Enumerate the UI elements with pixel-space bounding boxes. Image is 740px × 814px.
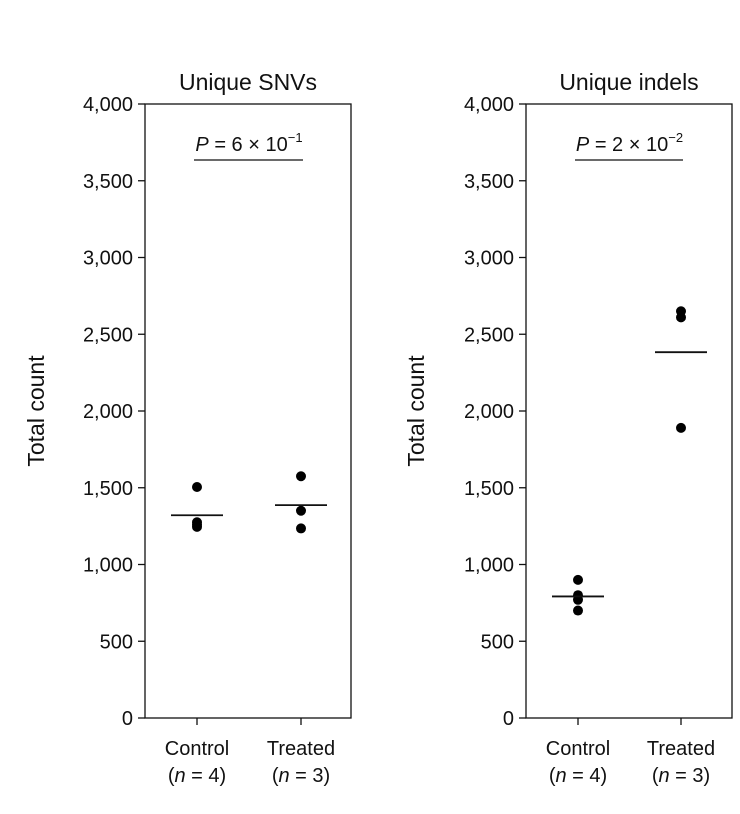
data-point bbox=[296, 505, 306, 516]
data-point bbox=[296, 523, 306, 534]
chart-title: Unique indels bbox=[559, 69, 698, 95]
data-point bbox=[573, 605, 583, 616]
y-tick-label: 2,500 bbox=[83, 324, 133, 346]
p-value-label: P = 6 × 10−1 bbox=[195, 130, 302, 156]
sample-size-label: (n = 3) bbox=[272, 765, 330, 787]
y-tick-label: 3,000 bbox=[464, 248, 514, 270]
chart-panel-1: Unique SNVs Total count 0 500 1,000 1,500 2,00… bbox=[23, 69, 352, 787]
y-tick-label: 1,500 bbox=[83, 478, 133, 500]
sample-size-label: (n = 4) bbox=[168, 765, 226, 787]
y-axis-label: Total count bbox=[403, 355, 429, 467]
plot-frame bbox=[525, 103, 733, 719]
y-tick-label: 3,500 bbox=[83, 171, 133, 193]
sample-size-label: (n = 4) bbox=[549, 765, 607, 787]
plot-frame bbox=[144, 103, 352, 719]
y-tick-label: 1,000 bbox=[464, 555, 514, 577]
y-tick-label: 1,500 bbox=[464, 478, 514, 500]
data-point bbox=[676, 312, 686, 323]
y-tick-label: 2,000 bbox=[464, 401, 514, 423]
y-tick-label: 3,000 bbox=[83, 248, 133, 270]
x-tick-label: Treated bbox=[267, 738, 335, 760]
y-tick-label: 3,500 bbox=[464, 171, 514, 193]
x-tick-label: Control bbox=[546, 738, 610, 760]
y-tick-label: 0 bbox=[503, 708, 514, 730]
data-point bbox=[676, 422, 686, 433]
y-tick-label: 2,000 bbox=[83, 401, 133, 423]
sample-size-label: (n = 3) bbox=[652, 765, 710, 787]
y-tick-label: 500 bbox=[481, 631, 514, 653]
chart-title: Unique SNVs bbox=[179, 69, 317, 95]
chart-panel-2: Unique indels Total count 0 500 1,000 1,500 2,… bbox=[403, 69, 733, 787]
y-tick-label: 4,000 bbox=[464, 94, 514, 116]
data-point bbox=[192, 521, 202, 532]
y-tick-label: 4,000 bbox=[83, 94, 133, 116]
y-axis-label: Total count bbox=[23, 355, 49, 467]
p-value-label: P = 2 × 10−2 bbox=[576, 130, 683, 156]
y-tick-label: 2,500 bbox=[464, 324, 514, 346]
y-tick-label: 500 bbox=[100, 631, 133, 653]
y-tick-label: 0 bbox=[122, 708, 133, 730]
data-point bbox=[296, 471, 306, 482]
y-tick-label: 1,000 bbox=[83, 555, 133, 577]
x-tick-label: Control bbox=[165, 738, 229, 760]
data-point bbox=[192, 481, 202, 492]
x-tick-label: Treated bbox=[647, 738, 715, 760]
data-point bbox=[573, 574, 583, 585]
